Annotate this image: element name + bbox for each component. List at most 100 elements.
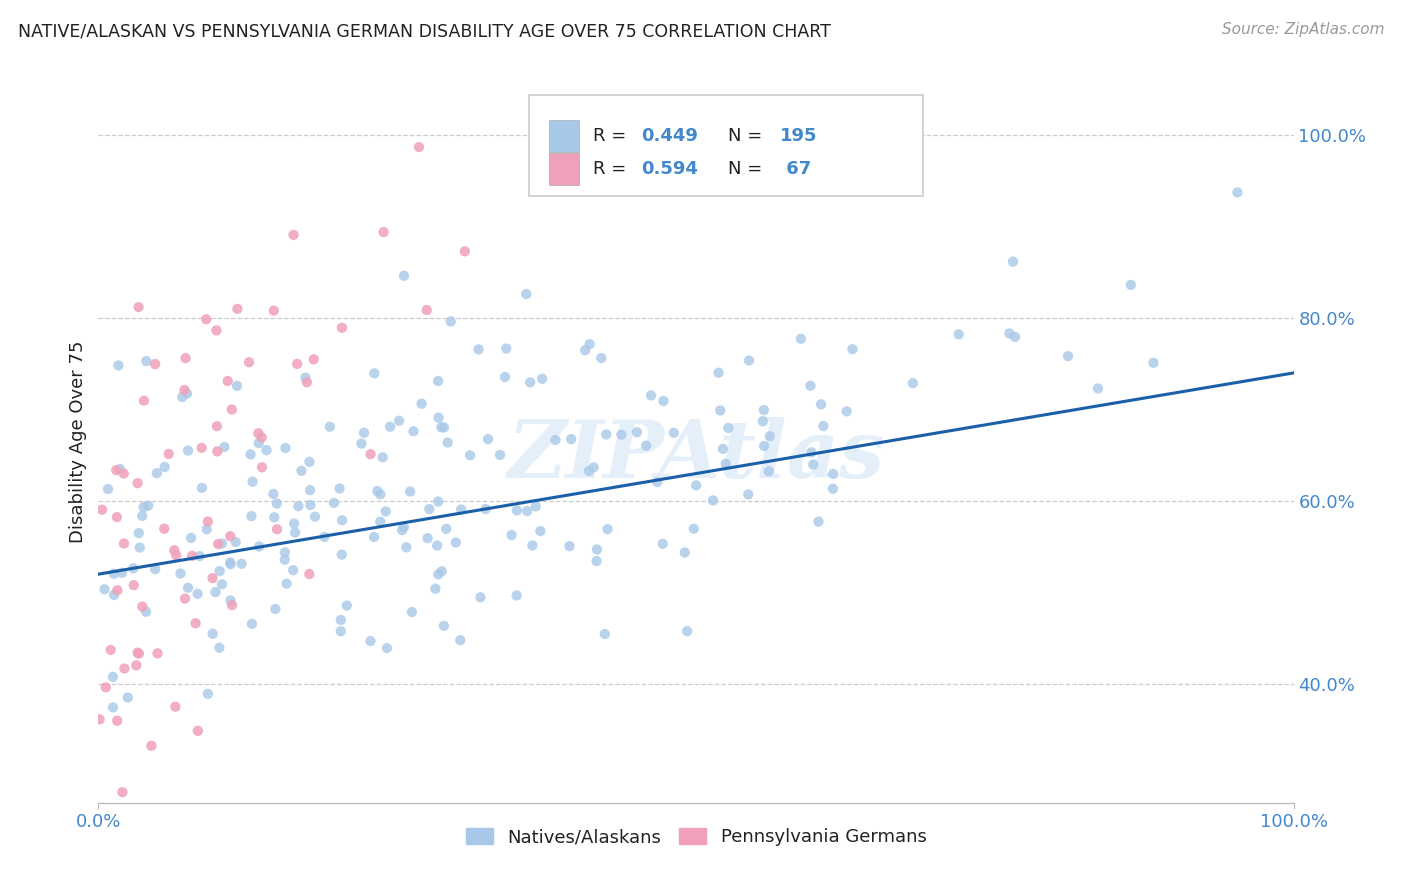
Point (117, 690, 139, 705)
Point (299, 498, 322, 512)
Point (821, 482, 844, 496)
Point (188, 549, 211, 563)
Point (247, 436, 270, 450)
Point (651, 537, 673, 551)
Point (294, 370, 316, 384)
Point (427, 567, 450, 582)
Point (221, 598, 243, 612)
Point (184, 616, 207, 631)
Point (998, 326, 1021, 341)
Point (180, 531, 202, 545)
Point (112, 467, 135, 481)
Point (217, 374, 239, 388)
Point (450, 502, 472, 516)
Point (449, 633, 471, 648)
Point (391, 523, 413, 537)
Point (430, 420, 453, 434)
Text: ZIPAtlas: ZIPAtlas (508, 417, 884, 495)
Point (240, 509, 263, 524)
Point (433, 619, 456, 633)
Point (474, 502, 496, 516)
Point (247, 426, 270, 441)
Point (350, 436, 373, 450)
Y-axis label: Disability Age Over 75: Disability Age Over 75 (69, 340, 87, 543)
Point (295, 376, 318, 390)
Point (427, 374, 450, 388)
FancyBboxPatch shape (529, 95, 922, 196)
Point (125, 658, 148, 673)
Point (322, 496, 344, 510)
Point (165, 549, 187, 563)
Point (360, 447, 382, 461)
Point (363, 530, 385, 544)
Point (330, 548, 353, 562)
Point (585, 554, 607, 568)
Point (207, 444, 229, 458)
Point (208, 564, 231, 578)
Point (823, 467, 845, 481)
Point (264, 602, 287, 616)
Bar (548, 120, 579, 153)
Point (181, 549, 204, 563)
Point (128, 526, 150, 541)
Point (247, 540, 270, 554)
Point (366, 484, 388, 499)
Point (103, 566, 125, 581)
Point (219, 557, 242, 571)
Point (191, 481, 214, 495)
Point (172, 390, 194, 404)
Point (758, 464, 780, 478)
Point (201, 626, 224, 640)
Text: 67: 67 (780, 160, 811, 178)
Point (111, 566, 134, 580)
Point (425, 582, 447, 596)
Point (143, 357, 166, 371)
Point (711, 442, 734, 456)
Point (388, 414, 411, 428)
Point (531, 372, 554, 386)
Point (263, 510, 285, 524)
Point (319, 419, 342, 434)
Text: R =: R = (593, 127, 633, 145)
Point (136, 499, 159, 513)
Point (105, 463, 128, 477)
Point (578, 464, 600, 478)
Point (302, 352, 325, 367)
Point (93, 582, 115, 597)
Point (298, 455, 321, 469)
Point (1087, 382, 1109, 396)
Point (314, 530, 336, 544)
Point (593, 627, 616, 641)
Point (274, 545, 297, 559)
Point (299, 483, 322, 498)
Point (676, 624, 699, 639)
Point (283, 516, 305, 531)
Point (370, 487, 392, 501)
Point (105, 714, 128, 728)
Point (132, 393, 155, 408)
Point (506, 503, 529, 517)
Point (454, 244, 477, 259)
Point (201, 571, 224, 585)
Point (522, 539, 544, 553)
Point (395, 541, 418, 555)
Point (336, 599, 359, 613)
Point (263, 303, 285, 318)
Point (283, 227, 305, 242)
Point (131, 599, 153, 614)
Point (122, 561, 145, 575)
Point (426, 539, 449, 553)
Text: 0.449: 0.449 (641, 127, 697, 145)
Point (591, 351, 613, 365)
Point (610, 427, 633, 442)
Point (1226, 186, 1249, 200)
Point (141, 739, 163, 753)
Point (738, 353, 761, 368)
Point (135, 354, 157, 368)
Point (329, 624, 352, 639)
Point (103, 588, 125, 602)
Point (586, 542, 609, 557)
Point (108, 462, 131, 476)
Point (470, 591, 492, 605)
Point (250, 430, 273, 444)
